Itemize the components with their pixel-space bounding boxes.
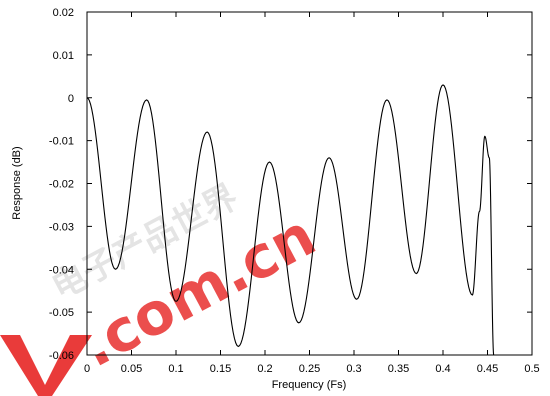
y-tick-label: -0.04 xyxy=(49,264,74,276)
y-tick-label: -0.02 xyxy=(49,179,74,191)
tick-marks xyxy=(86,11,533,356)
series-line xyxy=(86,84,495,356)
x-tick-label: 0.3 xyxy=(346,363,361,375)
x-tick-label: 0.1 xyxy=(168,363,183,375)
plot-area: 0 0.05 0.1 0.15 0.2 0.25 0.3 0.35 0.4 0.45 0.5 0.0… xyxy=(49,7,540,375)
watermark-logo-icon xyxy=(0,335,92,396)
y-axis-label: Response (dB) xyxy=(11,146,23,219)
x-tick-label: 0.15 xyxy=(210,363,231,375)
x-tick-label: 0 xyxy=(84,363,90,375)
y-tick-label: 0.01 xyxy=(53,50,74,62)
x-tick-label: 0.45 xyxy=(477,363,498,375)
x-tick-label: 0.2 xyxy=(257,363,272,375)
y-tick-label: 0.02 xyxy=(53,7,74,19)
y-tick-label: -0.03 xyxy=(49,221,74,233)
x-tick-label: 0.4 xyxy=(435,363,450,375)
y-tick-label: -0.06 xyxy=(49,350,74,362)
y-tick-label: -0.05 xyxy=(49,307,74,319)
x-tick-labels: 0 0.05 0.1 0.15 0.2 0.25 0.3 0.35 0.4 0.45 0.5 xyxy=(84,363,540,375)
x-tick-label: 0.25 xyxy=(299,363,320,375)
watermark: 电子产品世界 .com.cn xyxy=(0,177,326,396)
x-axis-label: Frequency (Fs) xyxy=(272,379,347,391)
y-tick-labels: 0.02 0.01 0 -0.01 -0.02 -0.03 -0.04 -0.05 -0.06 xyxy=(49,7,74,362)
y-tick-label: -0.01 xyxy=(49,136,74,148)
x-tick-label: 0.05 xyxy=(121,363,142,375)
x-tick-label: 0.5 xyxy=(524,363,539,375)
x-tick-label: 0.35 xyxy=(388,363,409,375)
y-tick-label: 0 xyxy=(68,93,74,105)
